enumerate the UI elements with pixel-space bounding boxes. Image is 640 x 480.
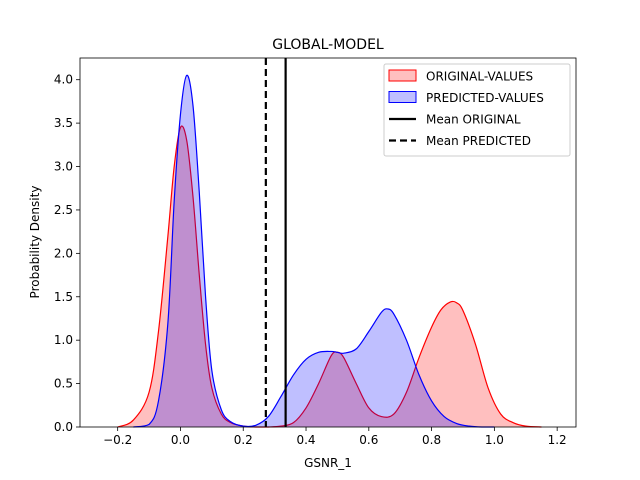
x-tick-label: 1.0 [485,433,504,447]
y-tick-label: 0.5 [54,377,73,391]
y-axis: 0.0 0.5 1.0 1.5 2.0 2.5 3.0 3.5 4.0 [54,73,80,434]
x-tick-label: −0.2 [103,433,132,447]
y-tick-label: 0.0 [54,420,73,434]
series-1-line [117,125,542,428]
legend-label-mean-2: Mean PREDICTED [426,134,531,148]
series-2-line [133,74,495,428]
legend-box [383,63,571,157]
legend-label-1: ORIGINAL-VALUES [426,70,533,84]
y-axis-label: Probability Density [28,186,42,299]
x-tick-label: 0.6 [359,433,378,447]
y-tick-label: 4.0 [54,73,73,87]
x-axis: −0.2 0.0 0.2 0.4 0.6 0.8 1.0 1.2 [103,427,567,447]
x-tick-label: 1.2 [548,433,567,447]
legend-swatch-2 [388,91,417,103]
plot-frame [79,57,577,428]
x-axis-label: GSNR_1 [304,456,352,470]
chart-title: GLOBAL-MODEL [272,37,384,53]
x-tick-label: 0.4 [296,433,315,447]
y-tick-label: 3.5 [54,116,73,130]
legend: ORIGINAL-VALUES PREDICTED-VALUES Mean ORIG… [383,63,571,157]
y-tick-label: 2.0 [54,246,73,260]
series-layer [117,74,542,428]
legend-swatch-1 [388,69,417,82]
y-tick-label: 1.0 [54,333,73,347]
x-tick-label: 0.8 [422,433,441,447]
y-tick-label: 3.0 [54,160,73,174]
legend-label-mean-1: Mean ORIGINAL [426,113,521,127]
y-tick-label: 2.5 [54,203,73,217]
series-2-area [133,75,495,428]
y-tick-label: 1.5 [54,290,73,304]
legend-label-2: PREDICTED-VALUES [426,91,544,105]
series-1-area [117,126,542,428]
mean-lines-layer [264,58,287,427]
x-tick-label: 0.2 [234,433,253,447]
plot-area [79,57,577,428]
x-tick-label: 0.0 [171,433,190,447]
